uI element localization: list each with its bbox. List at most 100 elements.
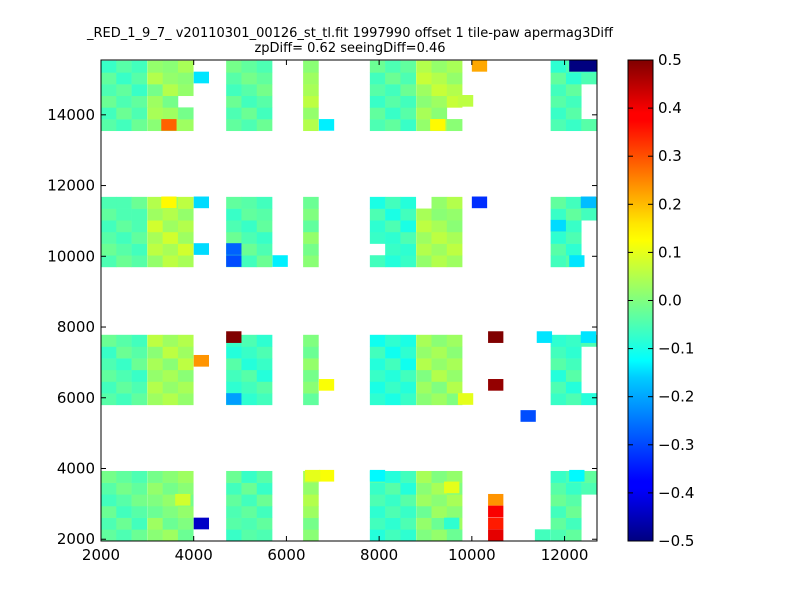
heatmap-cell — [369, 334, 386, 347]
x-tick-label: 8000 — [360, 546, 398, 564]
heatmap-cell — [162, 358, 179, 371]
heatmap-cell — [369, 529, 386, 541]
heatmap-cell — [581, 72, 597, 85]
heatmap-cell — [226, 231, 242, 244]
heatmap-cell — [431, 358, 448, 371]
heatmap-cell — [400, 60, 417, 73]
heatmap-cell — [416, 470, 432, 483]
heatmap-cell — [131, 381, 148, 394]
heatmap-cell — [565, 208, 582, 221]
heatmap-cell-outlier — [430, 119, 446, 131]
heatmap-cell — [369, 95, 386, 108]
heatmap-cell — [385, 95, 401, 108]
heatmap-cell — [565, 196, 582, 209]
heatmap-cell — [256, 231, 273, 244]
heatmap-cell — [303, 220, 319, 233]
colorbar-tick-label: −0.3 — [658, 436, 694, 454]
heatmap-cell — [416, 393, 432, 406]
heatmap-cell — [565, 231, 582, 244]
heatmap-cell — [416, 505, 432, 518]
heatmap-cell — [101, 358, 117, 371]
heatmap-cell — [581, 119, 597, 132]
heatmap-cell — [256, 60, 273, 73]
heatmap-cell — [226, 60, 242, 73]
colorbar-tick-label: 0.3 — [658, 147, 682, 165]
heatmap-cell-outlier — [226, 255, 242, 267]
heatmap-cell — [446, 72, 463, 85]
heatmap-cell — [177, 529, 194, 541]
heatmap-cell — [550, 255, 567, 268]
heatmap-cell — [369, 358, 386, 371]
heatmap-cell-outlier — [161, 119, 177, 131]
heatmap-cell — [147, 358, 163, 371]
heatmap-cell — [416, 119, 432, 132]
heatmap-cell-outlier — [193, 71, 210, 84]
heatmap-cell-outlier — [444, 517, 460, 530]
heatmap-cell — [241, 346, 258, 359]
heatmap-cell — [303, 208, 319, 221]
heatmap-cell — [550, 60, 567, 73]
heatmap-cell — [416, 482, 432, 495]
heatmap-cell — [147, 95, 163, 108]
heatmap-cell — [177, 107, 194, 120]
heatmap-cell — [256, 95, 273, 108]
heatmap-cell — [550, 95, 567, 108]
heatmap-cell — [369, 505, 386, 518]
heatmap-cell — [177, 505, 194, 518]
heatmap-cell-outlier — [193, 517, 210, 530]
heatmap-cell — [303, 529, 319, 541]
heatmap-cell — [177, 220, 194, 233]
heatmap-cell — [385, 346, 401, 359]
heatmap-cell — [369, 231, 386, 244]
heatmap-cell — [162, 381, 179, 394]
heatmap-cell — [147, 72, 163, 85]
heatmap-cell — [565, 95, 582, 108]
heatmap-cell — [550, 517, 567, 530]
heatmap-cell — [101, 60, 117, 73]
heatmap-cell — [241, 95, 258, 108]
heatmap-cell — [241, 255, 258, 268]
heatmap-cell — [369, 119, 386, 132]
heatmap-cell — [446, 494, 463, 507]
heatmap-cell — [226, 517, 242, 530]
heatmap-cell — [147, 220, 163, 233]
heatmap-cell — [226, 470, 242, 483]
heatmap-cell — [303, 95, 319, 108]
heatmap-cell — [431, 334, 448, 347]
heatmap-cell — [385, 505, 401, 518]
heatmap-cell — [385, 84, 401, 97]
heatmap-cell-outlier — [193, 243, 210, 255]
heatmap-cell — [162, 517, 179, 530]
heatmap-cell — [416, 95, 432, 108]
heatmap-cell — [256, 505, 273, 518]
heatmap-cell-outlier — [569, 469, 585, 482]
heatmap-cell — [256, 482, 273, 495]
y-tick-label: 4000 — [57, 459, 95, 477]
heatmap-cell — [369, 196, 386, 209]
heatmap-cell — [431, 220, 448, 233]
heatmap-cell — [241, 220, 258, 233]
heatmap-cell — [131, 72, 148, 85]
heatmap-cell — [565, 243, 582, 256]
heatmap-cell — [431, 95, 448, 108]
heatmap-cell — [131, 95, 148, 108]
heatmap-cell — [400, 517, 417, 530]
heatmap-cell — [565, 107, 582, 120]
heatmap-cell — [550, 470, 567, 483]
heatmap-cell-outlier — [550, 219, 566, 232]
heatmap-cell — [369, 482, 386, 495]
heatmap-cell-outlier — [369, 469, 386, 482]
heatmap-cell — [256, 529, 273, 541]
heatmap-cell — [101, 243, 117, 256]
heatmap-cell-outlier — [226, 243, 242, 255]
heatmap-cell — [147, 346, 163, 359]
heatmap-cell — [131, 107, 148, 120]
heatmap-cell — [385, 196, 401, 209]
heatmap-cell — [446, 369, 463, 382]
heatmap-cell — [385, 119, 401, 132]
heatmap-cell — [431, 470, 448, 483]
heatmap-cell — [446, 95, 463, 108]
heatmap-cell — [226, 220, 242, 233]
heatmap-cell — [369, 369, 386, 382]
